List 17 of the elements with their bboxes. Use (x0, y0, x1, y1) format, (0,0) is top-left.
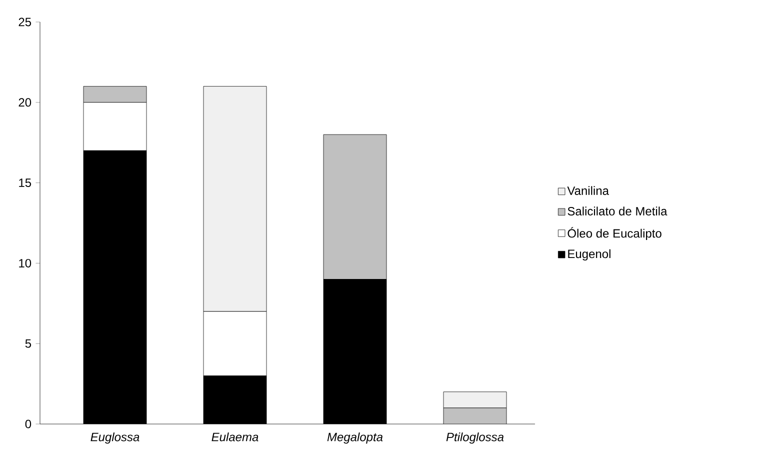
y-tick-label: 0 (25, 420, 32, 428)
legend-label: Vanilina (567, 186, 609, 195)
y-tick-label: 25 (18, 18, 32, 26)
y-tick-label: 5 (25, 339, 32, 348)
legend-label: Salicilato de Metila (568, 206, 668, 216)
legend-label: Óleo de Eucalipto (568, 227, 662, 240)
legend-label: Eugenol (568, 249, 610, 261)
bar (83, 86, 147, 103)
y-tick-label: 10 (19, 258, 32, 268)
x-tick-label: Megalopta (327, 432, 383, 444)
x-tick-label: Euglossa (90, 432, 140, 444)
x-tick-label: Eulaema (212, 432, 258, 442)
bar (443, 408, 507, 424)
y-tick-label: 20 (18, 98, 32, 107)
y-tick-label: 15 (19, 178, 32, 187)
bar (323, 134, 387, 280)
x-tick-label: Ptiloglossa (446, 432, 504, 444)
